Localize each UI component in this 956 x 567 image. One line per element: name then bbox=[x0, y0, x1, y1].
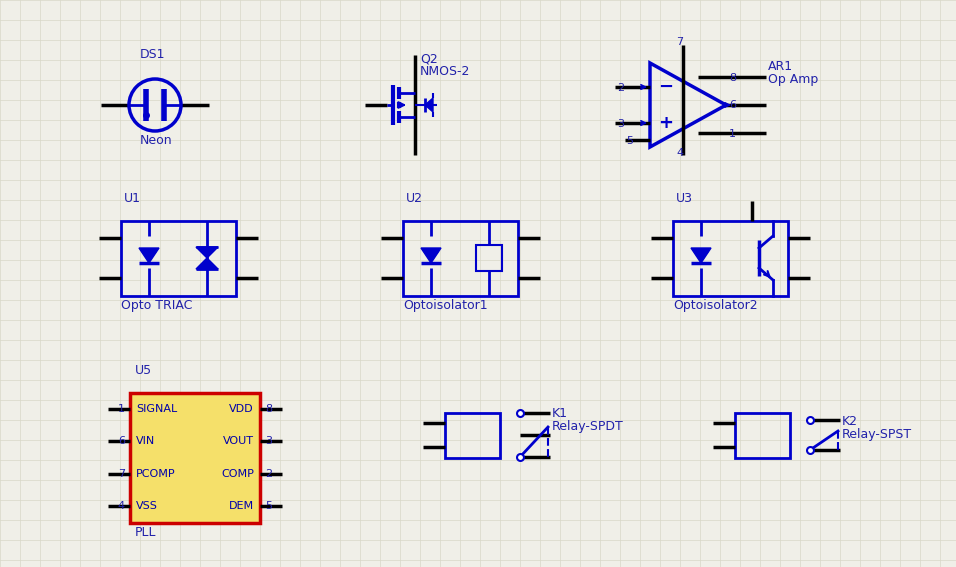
Text: Relay-SPST: Relay-SPST bbox=[842, 428, 912, 441]
Bar bbox=[476, 245, 502, 271]
Text: 4: 4 bbox=[118, 501, 125, 511]
Text: Op Amp: Op Amp bbox=[768, 73, 818, 86]
Text: U3: U3 bbox=[676, 192, 693, 205]
Bar bbox=[130, 393, 260, 523]
Text: U1: U1 bbox=[124, 192, 141, 205]
Text: PLL: PLL bbox=[135, 526, 157, 539]
Text: 5: 5 bbox=[626, 136, 633, 146]
Text: 3: 3 bbox=[265, 436, 272, 446]
Bar bbox=[445, 413, 500, 458]
Text: VIN: VIN bbox=[136, 436, 155, 446]
Text: VOUT: VOUT bbox=[223, 436, 254, 446]
Text: PCOMP: PCOMP bbox=[136, 469, 176, 479]
Text: 8: 8 bbox=[265, 404, 272, 414]
Text: 5: 5 bbox=[265, 501, 272, 511]
Text: 3: 3 bbox=[617, 119, 624, 129]
Text: 6: 6 bbox=[729, 100, 736, 110]
Text: Optoisolator2: Optoisolator2 bbox=[673, 299, 757, 312]
Text: Optoisolator1: Optoisolator1 bbox=[403, 299, 488, 312]
Text: Relay-SPDT: Relay-SPDT bbox=[552, 420, 623, 433]
Text: 1: 1 bbox=[729, 129, 736, 139]
Text: Neon: Neon bbox=[140, 134, 173, 147]
Bar bbox=[673, 221, 788, 296]
Text: AR1: AR1 bbox=[768, 60, 793, 73]
Bar bbox=[735, 413, 790, 458]
Text: 1: 1 bbox=[118, 404, 125, 414]
Text: 2: 2 bbox=[617, 83, 624, 93]
Text: VSS: VSS bbox=[136, 501, 158, 511]
Text: SIGNAL: SIGNAL bbox=[136, 404, 177, 414]
Text: 7: 7 bbox=[676, 37, 684, 47]
Text: K2: K2 bbox=[842, 415, 858, 428]
Text: K1: K1 bbox=[552, 407, 568, 420]
Polygon shape bbox=[425, 98, 433, 112]
Text: 4: 4 bbox=[676, 148, 684, 158]
Polygon shape bbox=[421, 248, 441, 263]
Text: U2: U2 bbox=[406, 192, 423, 205]
Text: DEM: DEM bbox=[228, 501, 254, 511]
Text: +: + bbox=[658, 114, 673, 132]
Polygon shape bbox=[196, 258, 218, 269]
Text: COMP: COMP bbox=[221, 469, 254, 479]
Bar bbox=[121, 221, 236, 296]
Text: 7: 7 bbox=[118, 469, 125, 479]
Text: −: − bbox=[658, 78, 673, 96]
Text: U5: U5 bbox=[135, 364, 152, 377]
Text: Opto TRIAC: Opto TRIAC bbox=[121, 299, 192, 312]
Text: 2: 2 bbox=[265, 469, 272, 479]
Text: NMOS-2: NMOS-2 bbox=[420, 65, 470, 78]
Text: DS1: DS1 bbox=[140, 48, 165, 61]
Text: VDD: VDD bbox=[229, 404, 254, 414]
Polygon shape bbox=[691, 248, 711, 263]
Polygon shape bbox=[139, 248, 159, 263]
Text: Q2: Q2 bbox=[420, 53, 438, 66]
Text: 6: 6 bbox=[118, 436, 125, 446]
Polygon shape bbox=[196, 247, 218, 258]
Bar bbox=[403, 221, 518, 296]
Text: 8: 8 bbox=[729, 73, 736, 83]
